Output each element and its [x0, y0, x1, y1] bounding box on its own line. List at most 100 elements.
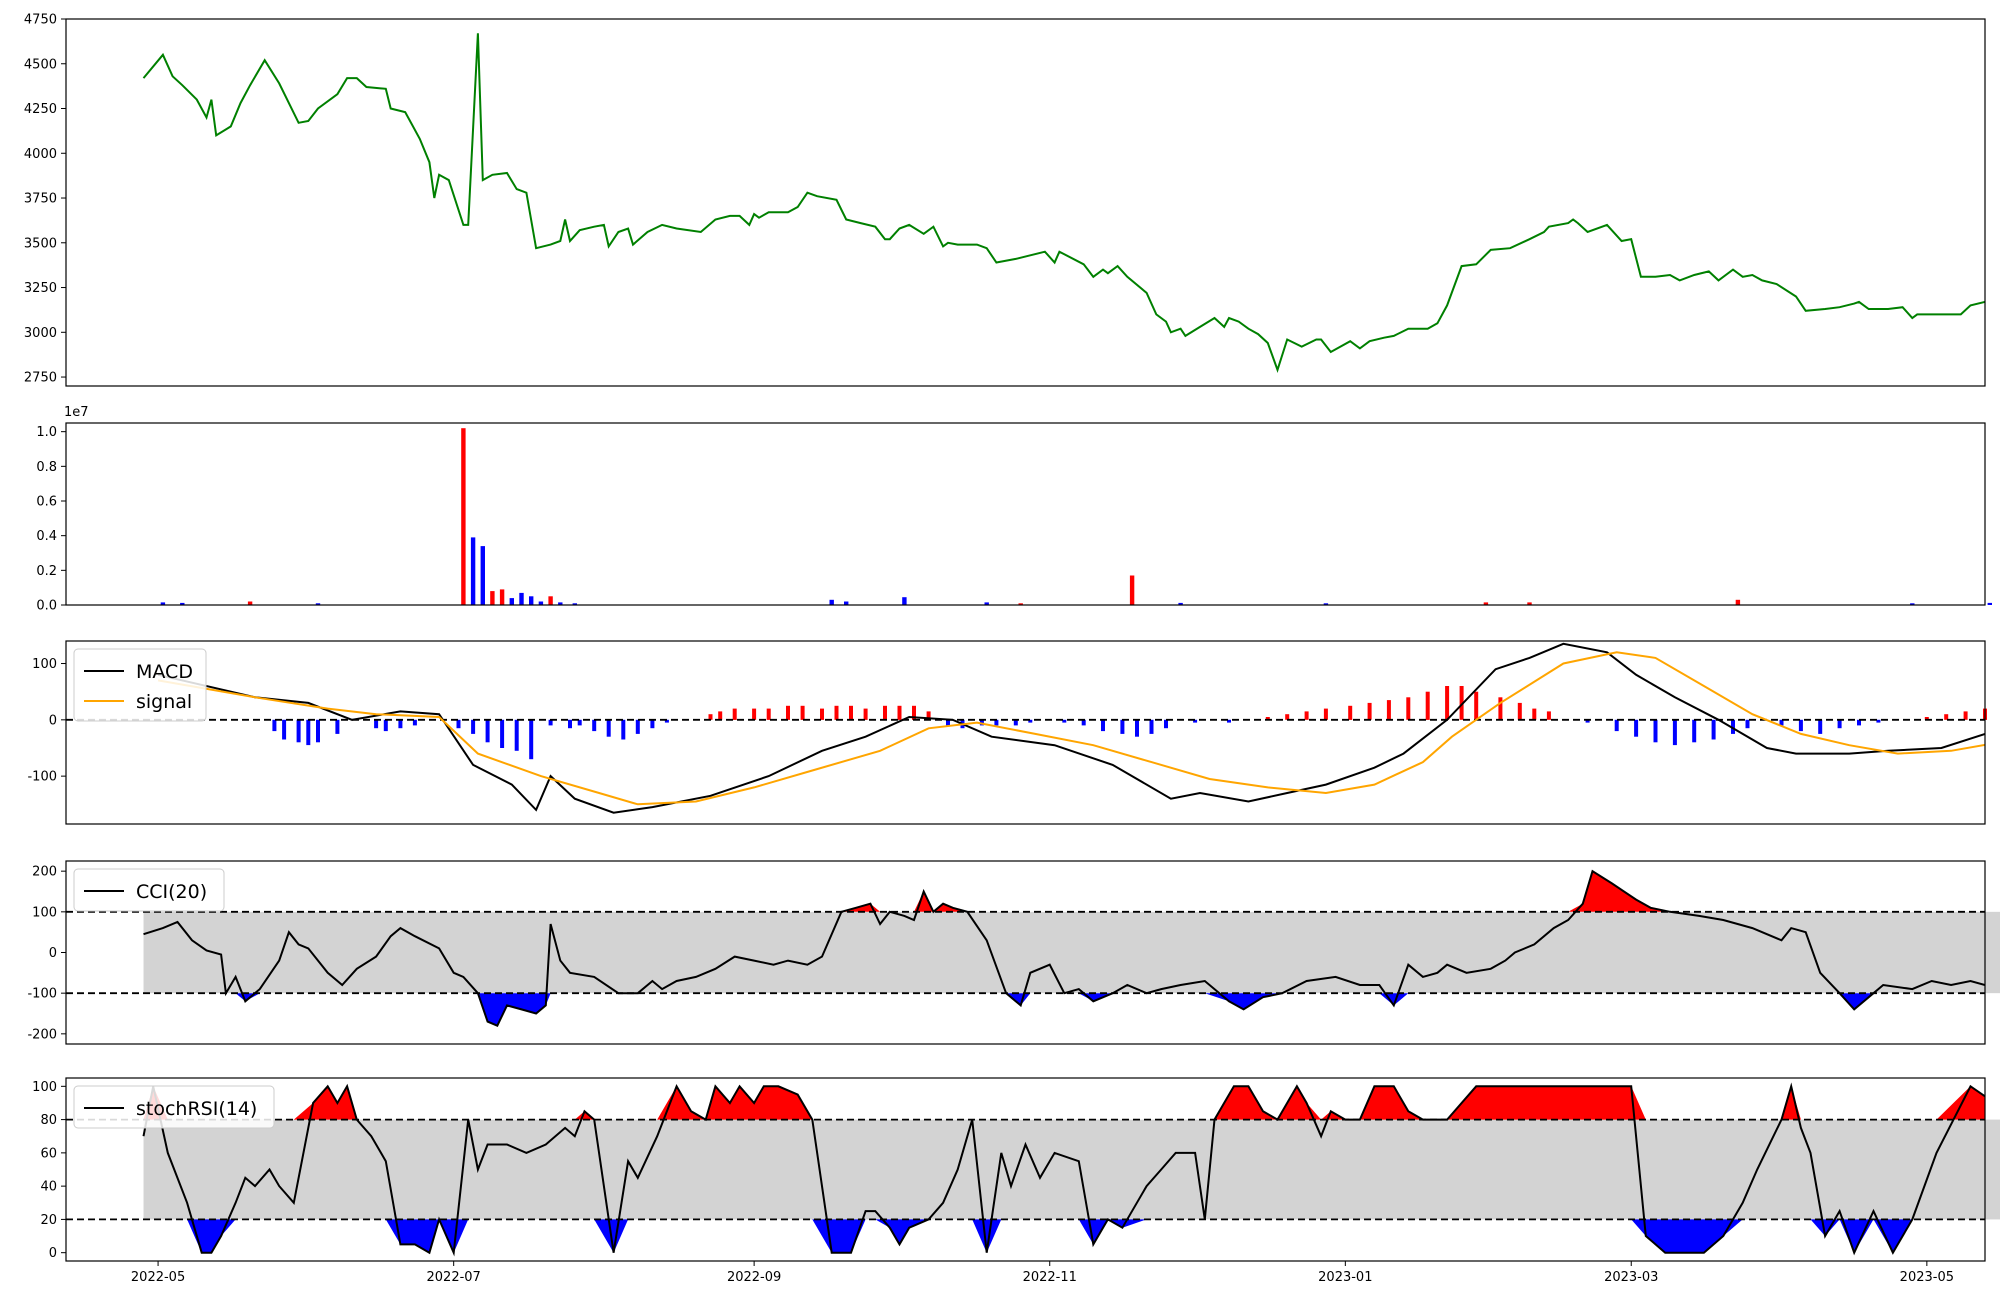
- y-tick-label: 80: [40, 1113, 57, 1128]
- macd-histogram-bar: [316, 719, 320, 743]
- macd-histogram-bar: [752, 708, 757, 720]
- macd-histogram-bar: [500, 719, 505, 748]
- volume-bar: [1018, 603, 1023, 605]
- macd-histogram-bar: [1818, 719, 1823, 734]
- volume-bar: [902, 597, 907, 605]
- macd-histogram-bar: [1135, 719, 1139, 737]
- macd-histogram-bar: [577, 719, 582, 726]
- volume-bar: [538, 601, 544, 605]
- macd-histogram-bar: [1265, 717, 1270, 720]
- macd-histogram-bar: [1532, 708, 1537, 720]
- macd-histogram-bar: [1634, 719, 1639, 737]
- overbought-fill: [143, 1086, 1985, 1120]
- y-tick-label: 3500: [24, 236, 57, 251]
- macd-histogram-bar: [471, 719, 476, 734]
- y-tick-label: 0.2: [36, 564, 57, 579]
- macd-histogram-bar: [946, 719, 950, 726]
- x-tick-label: 2023-01: [1318, 1270, 1372, 1285]
- macd-histogram-bar: [664, 719, 669, 723]
- x-tick-label: 2022-09: [727, 1270, 781, 1285]
- panel-frame: [65, 422, 1986, 606]
- y-tick-label: 3750: [24, 192, 57, 207]
- volume-offset-text: 1e7: [64, 405, 89, 420]
- y-tick-label: 200: [32, 865, 57, 880]
- y-tick-label: 0.4: [36, 529, 57, 544]
- macd-histogram-bar: [1653, 719, 1658, 743]
- macd-histogram-bar: [1164, 719, 1168, 729]
- macd-histogram-bar: [1149, 719, 1154, 734]
- volume-bar: [844, 601, 849, 605]
- stochrsi-line: [142, 1082, 1985, 1257]
- neutral-band: [143, 911, 2000, 994]
- volume-panel: 0.0 0.2 0.4 0.6 0.8 1.0 1e7: [36, 405, 1992, 614]
- macd-histogram-bar: [412, 719, 417, 726]
- volume-bar: [1735, 599, 1741, 605]
- volume-bar: [160, 602, 166, 605]
- y-tick-label: 60: [40, 1146, 57, 1161]
- volume-bar: [1910, 603, 1915, 605]
- macd-histogram-bar: [1013, 719, 1018, 726]
- volume-bar: [519, 592, 524, 605]
- macd-histogram-bar: [1028, 719, 1033, 723]
- legend-label: stochRSI(14): [136, 1098, 257, 1120]
- volume-bar: [315, 603, 321, 605]
- x-tick-label: 2022-11: [1023, 1270, 1077, 1285]
- macd-histogram-bar: [568, 719, 572, 729]
- y-tick-label: 100: [32, 657, 57, 672]
- macd-histogram-bar: [1711, 719, 1716, 740]
- legend-box: [73, 868, 225, 912]
- macd-histogram-bar: [374, 719, 379, 729]
- x-tick-label: 2022-05: [131, 1270, 185, 1285]
- macd-histogram-bar: [1459, 686, 1464, 720]
- y-tick-label: 40: [40, 1180, 57, 1195]
- volume-bar: [509, 598, 514, 605]
- macd-histogram-bar: [282, 719, 287, 740]
- price-panel: 2750 3000 3250 3500 3750 4000 4250 4500 4750: [24, 13, 1986, 387]
- macd-histogram-bar: [606, 719, 611, 737]
- oversold-fill: [143, 993, 1985, 1026]
- volume-bar: [1178, 602, 1183, 605]
- macd-line: [157, 642, 1985, 814]
- legend-label: CCI(20): [136, 881, 207, 903]
- x-tick-label: 2022-07: [427, 1270, 481, 1285]
- macd-histogram-bar: [1120, 719, 1125, 734]
- macd-histogram-bar: [1779, 719, 1784, 726]
- macd-histogram-bar: [1062, 719, 1067, 723]
- panel-frame: [65, 860, 1986, 1045]
- legend-box: [73, 648, 207, 722]
- legend-box: [73, 1085, 275, 1129]
- y-tick-label: 1.0: [36, 425, 57, 440]
- cci-line: [143, 869, 1985, 1027]
- x-tick-label: 2023-03: [1604, 1270, 1658, 1285]
- volume-bar: [548, 596, 553, 605]
- y-tick-label: 0: [49, 946, 57, 961]
- macd-histogram-bar: [1285, 714, 1290, 720]
- panel-frame: [65, 18, 1986, 387]
- macd-histogram-bar: [1692, 719, 1697, 743]
- volume-bar: [984, 602, 989, 605]
- macd-histogram-bar: [1731, 719, 1735, 734]
- y-tick-label: -100: [27, 770, 57, 785]
- macd-histogram-bar: [994, 719, 999, 726]
- x-axis: 2022-05 2022-07 2022-09 2022-11 2023-01 2023-…: [131, 1261, 1954, 1285]
- y-tick-label: 100: [32, 905, 57, 920]
- y-tick-label: -200: [27, 1027, 57, 1042]
- macd-histogram-bar: [786, 705, 790, 720]
- macd-panel: -100 0 100 MACD signal: [27, 640, 1987, 825]
- y-tick-label: 100: [32, 1080, 57, 1095]
- macd-histogram-bar: [635, 719, 640, 734]
- macd-histogram-bar: [592, 719, 597, 732]
- stochrsi-panel: 0 20 40 60 80 100 stochRSI(14): [32, 1077, 2000, 1262]
- volume-bar: [1129, 575, 1135, 605]
- signal-line: [157, 651, 1985, 806]
- y-tick-label: 4750: [24, 13, 57, 28]
- macd-histogram-bar: [296, 719, 301, 743]
- x-tick-label: 2023-05: [1900, 1270, 1954, 1285]
- y-tick-label: 4500: [24, 57, 57, 72]
- y-tick-label: 0: [49, 713, 57, 728]
- overbought-fill: [143, 871, 1985, 912]
- neutral-band: [143, 1119, 2000, 1220]
- volume-bar: [461, 428, 466, 605]
- volume-bar: [180, 602, 185, 605]
